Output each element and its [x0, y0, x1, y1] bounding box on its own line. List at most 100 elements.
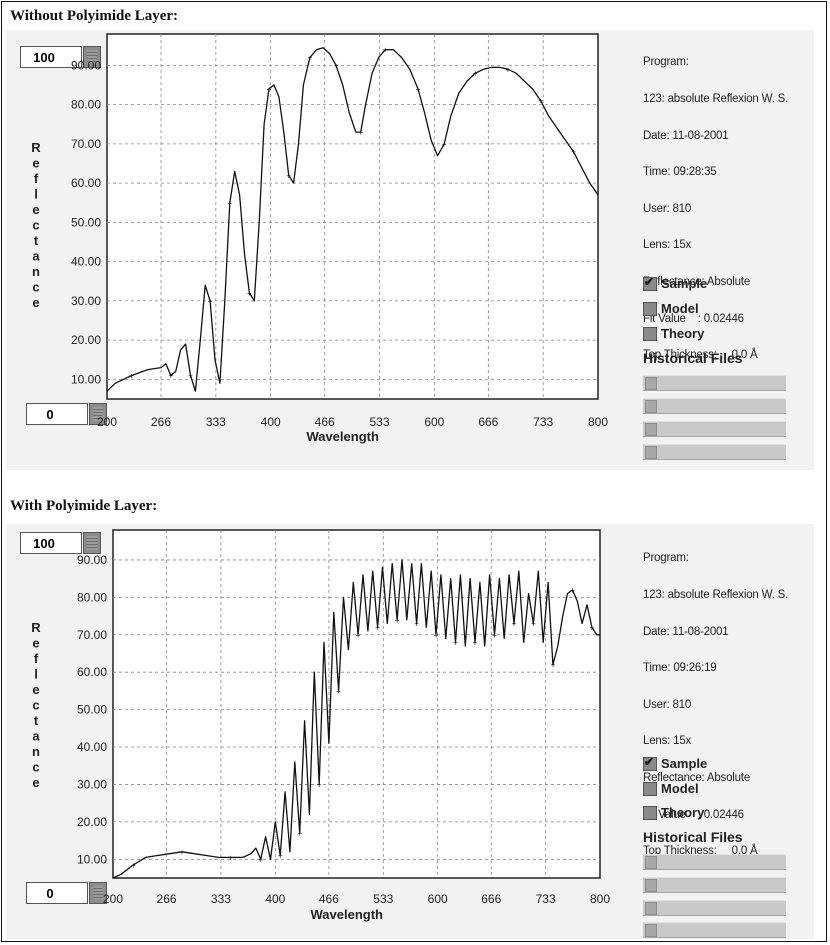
x-tick-label: 266	[157, 892, 177, 906]
data-point-marker: +	[278, 852, 283, 861]
historical-files-title-1: Historical Files	[643, 350, 743, 366]
data-point-marker: +	[356, 631, 361, 640]
data-point-marker: +	[538, 97, 543, 106]
legend-model-2[interactable]: Model	[643, 781, 699, 796]
section-title-without-polyimide: Without Polyimide Layer:	[10, 8, 179, 24]
legend-model-1[interactable]: Model	[643, 301, 699, 316]
historical-file-slot[interactable]	[643, 900, 786, 916]
legend-theory-1[interactable]: Theory	[643, 326, 704, 341]
historical-file-slot[interactable]	[643, 854, 786, 870]
y-axis-letter: a	[32, 249, 40, 264]
info-line: User: 810	[643, 698, 692, 711]
slot-handle-icon[interactable]	[645, 423, 657, 436]
y-min-spin-input-1[interactable]: 0	[26, 403, 88, 425]
data-point-marker: +	[317, 780, 322, 789]
legend-sample-1[interactable]: Sample	[643, 275, 707, 291]
y-tick-label: 60.00	[71, 176, 101, 190]
y-max-spin-input-2[interactable]: 100	[20, 532, 82, 554]
y-tick-label: 40.00	[71, 255, 101, 269]
checkbox-icon[interactable]	[643, 301, 657, 316]
data-point-marker: +	[131, 861, 136, 870]
data-point-marker: +	[571, 148, 576, 157]
data-point-marker: +	[247, 289, 252, 298]
y-axis-letter: l	[34, 187, 38, 202]
info-line: User: 810	[643, 202, 692, 215]
historical-file-slot[interactable]	[643, 398, 786, 414]
y-max-spin-button-1[interactable]	[83, 46, 101, 68]
checkbox-checked-icon[interactable]	[643, 755, 657, 771]
y-axis-letter: c	[32, 760, 39, 775]
info-line: 123: absolute Reflexion W. S.	[643, 589, 789, 601]
data-point-marker: +	[531, 620, 536, 629]
historical-file-slot[interactable]	[643, 922, 786, 938]
y-axis-letter: f	[34, 171, 39, 186]
data-point-marker: +	[267, 85, 272, 94]
y-max-spin-button-2[interactable]	[83, 532, 101, 554]
info-line: Lens: 15x	[643, 239, 692, 252]
slot-handle-icon[interactable]	[645, 856, 657, 869]
info-line: Reflectance: Absolute	[643, 771, 751, 784]
info-line: Reflectance: Absolute	[643, 275, 751, 288]
y-axis-letter: l	[34, 667, 38, 682]
y-axis-letter: e	[32, 775, 39, 790]
y-min-spin-button-2[interactable]	[89, 882, 107, 904]
y-tick-label: 30.00	[71, 294, 101, 308]
program-info-1: Program: 123: absolute Reflexion W. S. D…	[643, 32, 788, 374]
legend-label: Sample	[661, 756, 708, 771]
legend-label: Theory	[661, 326, 705, 341]
historical-file-slot[interactable]	[643, 444, 786, 460]
historical-file-slot[interactable]	[643, 877, 786, 893]
y-tick-label: 20.00	[71, 333, 101, 347]
data-point-marker: +	[570, 586, 575, 595]
y-tick-label: 50.00	[71, 215, 101, 229]
data-point-marker: +	[129, 371, 134, 380]
data-point-marker: +	[308, 54, 313, 63]
y-axis-letter: e	[32, 636, 39, 651]
slot-handle-icon[interactable]	[645, 902, 657, 915]
y-min-spin-input-2[interactable]: 0	[26, 882, 88, 904]
x-tick-label: 333	[211, 892, 231, 906]
checkbox-icon[interactable]	[643, 326, 657, 341]
x-tick-label: 333	[206, 415, 226, 429]
legend-label: Model	[661, 301, 699, 316]
y-axis-letter: n	[32, 264, 40, 279]
y-tick-label: 80.00	[77, 590, 107, 604]
x-axis-label: Wavelength	[306, 429, 379, 444]
info-line: Time: 09:26:19	[643, 662, 717, 675]
y-tick-label: 90.00	[77, 553, 107, 567]
x-tick-label: 200	[97, 415, 117, 429]
data-point-marker: +	[414, 620, 419, 629]
data-point-marker: +	[334, 61, 339, 70]
x-tick-label: 466	[315, 415, 335, 429]
checkbox-icon[interactable]	[643, 781, 657, 796]
data-point-marker: +	[506, 65, 511, 74]
y-axis-label: Reflectance	[31, 620, 41, 790]
y-max-spin-input-1[interactable]: 100	[20, 46, 82, 68]
y-tick-label: 90.00	[71, 58, 101, 72]
slot-handle-icon[interactable]	[645, 879, 657, 892]
slot-handle-icon[interactable]	[645, 400, 657, 413]
x-tick-label: 800	[588, 415, 608, 429]
x-tick-label: 733	[533, 415, 553, 429]
historical-file-slot[interactable]	[643, 375, 786, 391]
data-point-marker: +	[258, 855, 263, 864]
y-min-spin-button-1[interactable]	[89, 403, 107, 425]
historical-file-slot[interactable]	[643, 421, 786, 437]
y-axis-letter: c	[32, 280, 39, 295]
checkbox-icon[interactable]	[643, 805, 657, 820]
slot-handle-icon[interactable]	[645, 377, 657, 390]
data-point-marker: +	[473, 638, 478, 647]
series-line-sample	[112, 559, 600, 879]
y-axis-letter: e	[32, 202, 39, 217]
y-axis-letter: e	[32, 682, 39, 697]
slot-handle-icon[interactable]	[645, 446, 657, 459]
legend-theory-2[interactable]: Theory	[643, 805, 704, 820]
y-axis-letter: e	[32, 156, 39, 171]
legend-sample-2[interactable]: Sample	[643, 755, 708, 771]
slot-handle-icon[interactable]	[645, 924, 657, 937]
x-tick-label: 533	[369, 415, 389, 429]
checkbox-checked-icon[interactable]	[643, 275, 657, 291]
y-tick-label: 20.00	[77, 815, 107, 829]
data-point-marker: +	[286, 171, 291, 180]
